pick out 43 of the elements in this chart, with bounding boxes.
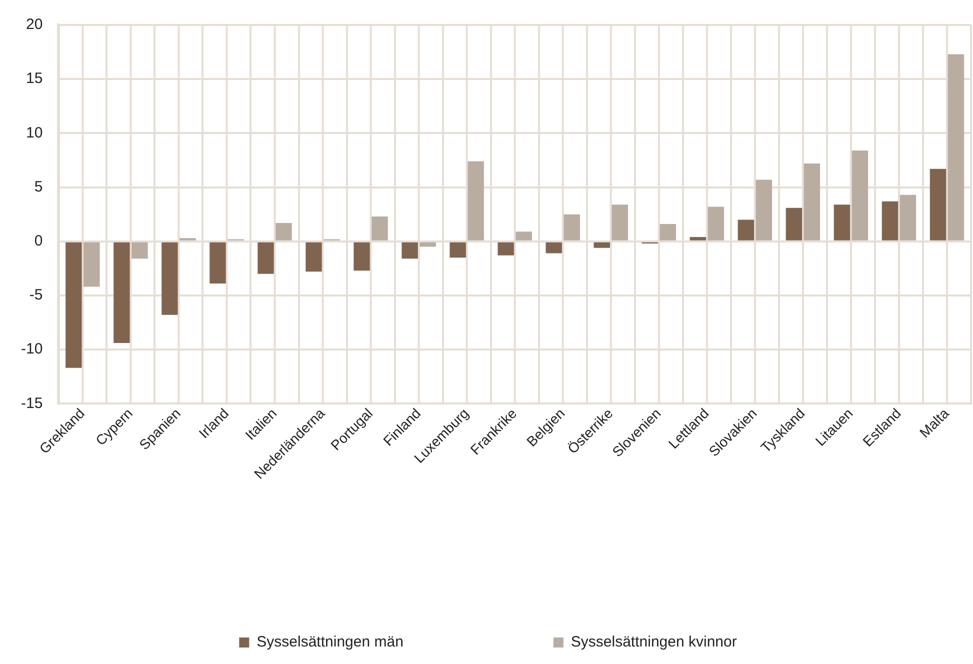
bar xyxy=(594,242,610,248)
bar xyxy=(708,206,724,240)
bar xyxy=(834,204,850,240)
bar xyxy=(132,242,148,259)
bar xyxy=(210,242,226,284)
bar xyxy=(564,214,580,240)
y-tick-label: -5 xyxy=(29,286,43,304)
bar xyxy=(372,216,388,240)
bar xyxy=(804,163,820,240)
bar xyxy=(450,242,466,258)
y-tick-label: -15 xyxy=(20,394,43,412)
y-tick-label: 0 xyxy=(34,232,43,250)
bar xyxy=(786,208,802,240)
bar xyxy=(546,242,562,254)
bar xyxy=(84,242,100,287)
bar xyxy=(306,242,322,272)
bar xyxy=(690,237,706,240)
y-tick-label: 10 xyxy=(26,124,43,142)
bar xyxy=(612,204,628,240)
bar xyxy=(162,242,178,315)
bar xyxy=(258,242,274,274)
y-tick-label: 15 xyxy=(26,70,43,88)
y-tick-label: 20 xyxy=(26,16,43,34)
bar xyxy=(420,242,436,247)
bar xyxy=(738,220,754,240)
bar xyxy=(66,242,82,368)
bar xyxy=(882,201,898,240)
bar xyxy=(660,224,676,240)
legend-label: Sysselsättningen män xyxy=(256,634,404,651)
bar xyxy=(756,180,772,240)
legend-label: Sysselsättningen kvinnor xyxy=(570,634,737,651)
y-tick-label: -10 xyxy=(20,340,43,358)
y-tick-label: 5 xyxy=(34,178,43,196)
bar xyxy=(498,242,514,256)
bar xyxy=(402,242,418,259)
bar xyxy=(276,222,292,240)
bar xyxy=(516,232,532,240)
bar xyxy=(468,161,484,240)
bar xyxy=(114,242,130,344)
bar xyxy=(930,168,946,240)
bar xyxy=(354,242,370,271)
bar xyxy=(900,194,916,240)
bar xyxy=(852,150,868,240)
